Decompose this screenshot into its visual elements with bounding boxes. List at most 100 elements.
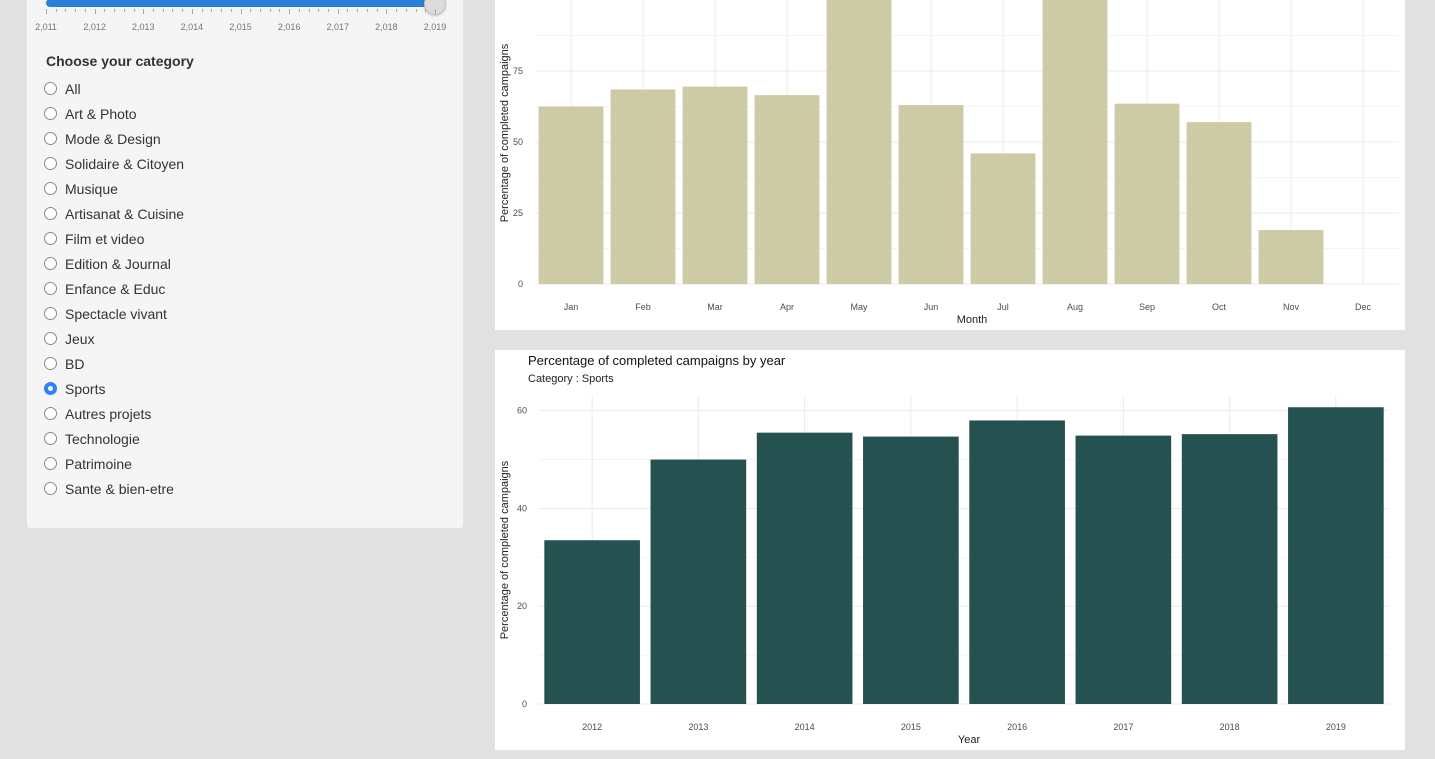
radio-button[interactable] — [44, 257, 57, 270]
radio-label: Sante & bien-etre — [65, 480, 174, 497]
x-axis-title: Year — [958, 734, 981, 746]
radio-button[interactable] — [44, 182, 57, 195]
slider-tick-label: 2,011 — [35, 22, 57, 32]
category-radio-option[interactable]: Solidaire & Citoyen — [44, 151, 444, 176]
slider-tick — [182, 9, 184, 12]
y-tick-label: 0 — [518, 279, 523, 289]
slider-tick — [405, 9, 407, 12]
x-tick-label: 2017 — [1113, 722, 1133, 732]
category-radio-option[interactable]: All — [44, 76, 444, 101]
bar — [1258, 230, 1324, 284]
x-tick-label: Mar — [707, 302, 723, 312]
radio-button[interactable] — [44, 357, 57, 370]
slider-tick — [201, 9, 203, 12]
slider-tick — [221, 9, 223, 12]
bar — [1042, 0, 1108, 284]
bar — [1288, 407, 1384, 704]
bar — [1114, 103, 1180, 284]
radio-label: Film et video — [65, 230, 145, 247]
slider-tick — [259, 9, 261, 12]
category-radio-option[interactable]: Autres projets — [44, 401, 444, 426]
month-bar-chart: 0 25 50 75 Jan Feb Mar Apr May Jun Jul Aug Sep Oct Nov… — [499, 0, 1399, 326]
slider-tick — [366, 9, 368, 12]
category-radio-option[interactable]: Artisanat & Cuisine — [44, 201, 444, 226]
x-tick-label: 2018 — [1220, 722, 1240, 732]
x-tick-label: Jul — [997, 302, 1009, 312]
radio-label: Art & Photo — [65, 105, 137, 122]
radio-label: Solidaire & Citoyen — [65, 155, 185, 172]
slider-tick-labels: 2,011 2,012 2,013 2,014 2,015 2,016 2,017 2,018… — [27, 22, 465, 36]
radio-button[interactable] — [44, 332, 57, 345]
radio-button[interactable] — [44, 282, 57, 295]
bar — [610, 89, 676, 285]
y-tick-label: 20 — [517, 601, 527, 611]
y-tick-label: 50 — [513, 137, 523, 147]
radio-label: All — [65, 80, 81, 97]
category-radio-option[interactable]: Mode & Design — [44, 126, 444, 151]
slider-tick — [211, 9, 213, 12]
x-tick-label: May — [850, 302, 868, 312]
radio-button[interactable] — [44, 132, 57, 145]
slider-tick — [386, 9, 388, 14]
radio-button[interactable] — [44, 432, 57, 445]
chart-title: Percentage of completed campaigns by yea… — [528, 353, 786, 368]
x-tick-label: Feb — [635, 302, 651, 312]
category-radio-option[interactable]: Sante & bien-etre — [44, 476, 444, 501]
slider-tick — [191, 9, 193, 14]
radio-button[interactable] — [44, 82, 57, 95]
radio-label: Artisanat & Cuisine — [65, 205, 185, 222]
category-radio-option[interactable]: Jeux — [44, 326, 444, 351]
x-tick-label: 2016 — [1007, 722, 1027, 732]
bar — [826, 0, 892, 284]
slider-tick — [425, 9, 427, 12]
category-radio-option[interactable]: BD — [44, 351, 444, 376]
y-axis-title: Percentage of completed campaigns — [499, 43, 511, 222]
slider-track[interactable] — [46, 0, 435, 7]
category-radio-option[interactable]: Musique — [44, 176, 444, 201]
slider-tick — [328, 9, 330, 12]
category-radio-option[interactable]: Enfance & Educ — [44, 276, 444, 301]
x-tick-label: Dec — [1355, 302, 1372, 312]
bar — [1075, 435, 1172, 704]
slider-tick — [308, 9, 310, 12]
slider-tick — [230, 9, 232, 12]
radio-label: Technologie — [65, 430, 140, 447]
y-tick-label: 60 — [517, 406, 527, 416]
radio-button[interactable] — [44, 107, 57, 120]
radio-button[interactable] — [44, 157, 57, 170]
slider-tick-label: 2,018 — [375, 22, 398, 32]
month-chart-panel: 0 25 50 75 Jan Feb Mar Apr May Jun Jul Aug Sep Oct Nov… — [495, 0, 1405, 330]
bar — [863, 436, 959, 704]
radio-button[interactable] — [44, 382, 57, 395]
slider-tick — [94, 9, 96, 14]
chart-subtitle: Category : Sports — [528, 373, 614, 385]
radio-label: Edition & Journal — [65, 255, 171, 272]
x-tick-label: Aug — [1067, 302, 1083, 312]
category-radio-option[interactable]: Patrimoine — [44, 451, 444, 476]
category-radio-option[interactable]: Sports — [44, 376, 444, 401]
sidebar-panel: 2,011 2,012 2,013 2,014 2,015 2,016 2,017 2,018… — [26, 0, 464, 529]
radio-button[interactable] — [44, 482, 57, 495]
slider-tick-label: 2,019 — [423, 22, 447, 32]
slider-tick — [162, 9, 164, 12]
radio-label: Patrimoine — [65, 455, 132, 472]
radio-button[interactable] — [44, 457, 57, 470]
radio-label: Enfance & Educ — [65, 280, 166, 297]
radio-button[interactable] — [44, 232, 57, 245]
slider-tick — [172, 9, 174, 12]
category-radio-option[interactable]: Film et video — [44, 226, 444, 251]
category-radio-option[interactable]: Edition & Journal — [44, 251, 444, 276]
radio-button[interactable] — [44, 407, 57, 420]
slider-tick — [75, 9, 77, 12]
x-tick-label: Sep — [1139, 302, 1155, 312]
x-tick-label: 2013 — [688, 722, 708, 732]
category-radio-option[interactable]: Art & Photo — [44, 101, 444, 126]
category-radio-option[interactable]: Spectacle vivant — [44, 301, 444, 326]
category-radio-option[interactable]: Technologie — [44, 426, 444, 451]
slider-tick-label: 2,012 — [83, 22, 106, 32]
radio-button[interactable] — [44, 307, 57, 320]
radio-button[interactable] — [44, 207, 57, 220]
slider-tick — [240, 9, 242, 14]
slider-tick — [269, 9, 271, 12]
radio-label: BD — [65, 355, 85, 372]
